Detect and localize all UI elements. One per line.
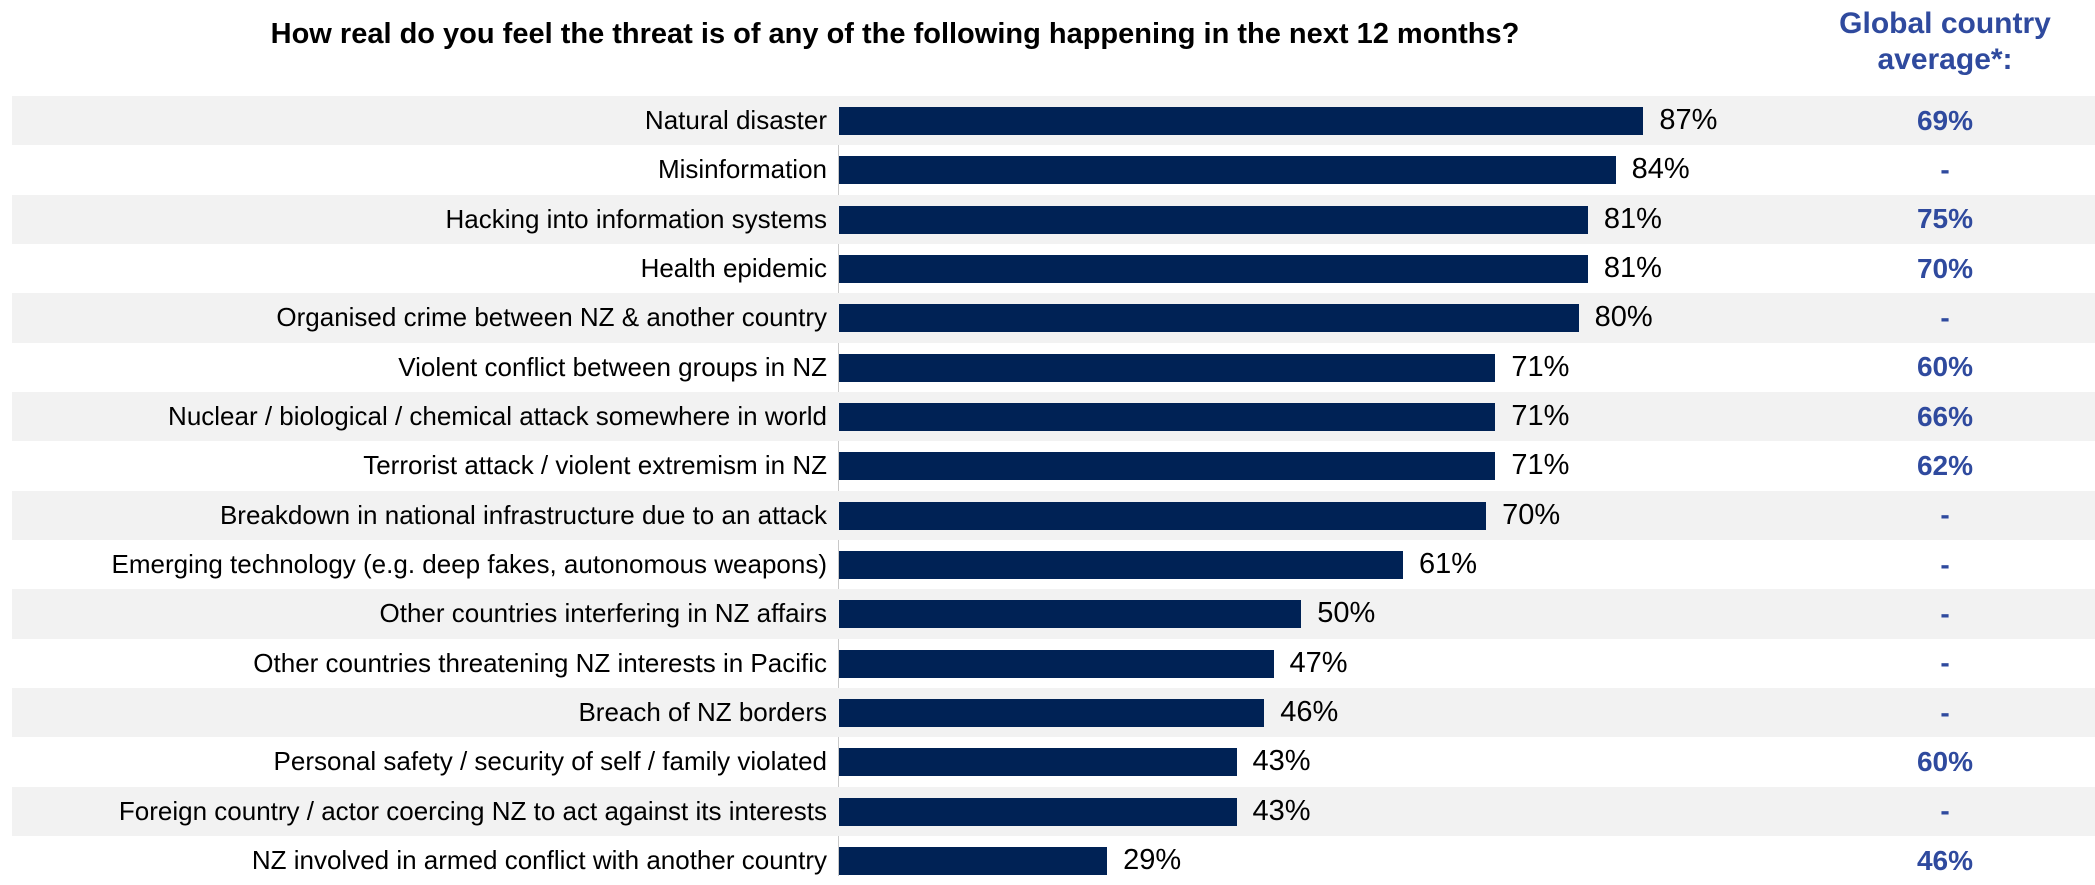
- bar: [839, 698, 1265, 727]
- bar-value-label: 81%: [1603, 252, 1662, 285]
- bar: [839, 254, 1588, 283]
- bar: [839, 748, 1237, 777]
- global-average-value: -: [1940, 647, 1950, 679]
- global-average-value: -: [1940, 153, 1950, 185]
- global-average-header-line-1: Global country: [1839, 7, 2051, 40]
- category-label: Breach of NZ borders: [578, 697, 827, 728]
- category-label: Breakdown in national infrastructure due…: [219, 499, 827, 530]
- category-label: Other countries interfering in NZ affair…: [379, 598, 827, 629]
- global-average-value: 70%: [1916, 252, 1974, 284]
- bar: [839, 107, 1644, 135]
- category-label: Emerging technology (e.g. deep fakes, au…: [111, 549, 827, 580]
- category-label: Misinformation: [657, 154, 827, 185]
- bar-row: NZ involved in armed conflict with anoth…: [12, 836, 2095, 885]
- category-label: Natural disaster: [644, 105, 827, 136]
- category-label: Terrorist attack / violent extremism in …: [363, 450, 827, 481]
- bar-row: Nuclear / biological / chemical attack s…: [12, 391, 2095, 442]
- bar-value-label: 71%: [1511, 449, 1570, 482]
- bar-value-label: 70%: [1502, 498, 1561, 531]
- bar: [839, 600, 1302, 629]
- bar-value-label: 80%: [1594, 301, 1653, 334]
- chart-title: How real do you feel the threat is of an…: [270, 18, 1520, 50]
- global-average-value: 62%: [1916, 449, 1974, 481]
- global-average-value: 66%: [1916, 400, 1974, 432]
- global-average-value: 75%: [1916, 203, 1974, 235]
- bar-row: Personal safety / security of self / fam…: [12, 737, 2095, 786]
- global-average-value: -: [1940, 696, 1950, 728]
- bar: [839, 353, 1496, 382]
- bar-value-label: 29%: [1123, 844, 1182, 877]
- bar-value-label: 87%: [1659, 104, 1718, 137]
- bar: [839, 797, 1237, 826]
- global-average-value: -: [1940, 597, 1950, 629]
- global-average-value: 60%: [1916, 351, 1974, 383]
- bar-value-label: 43%: [1252, 745, 1311, 778]
- bar-value-label: 84%: [1631, 153, 1690, 186]
- bar: [839, 205, 1588, 234]
- category-label: Personal safety / security of self / fam…: [273, 746, 827, 777]
- global-average-header-line-2: average*:: [1877, 43, 2013, 76]
- bar: [839, 304, 1579, 333]
- category-label: Health epidemic: [640, 253, 827, 284]
- bar-row: Misinformation 84% -: [12, 145, 2095, 194]
- bar-value-label: 46%: [1280, 696, 1339, 729]
- global-average-value: 60%: [1916, 745, 1974, 777]
- bar-row: Organised crime between NZ & another cou…: [12, 293, 2095, 343]
- global-average-value: -: [1940, 499, 1950, 531]
- bar-row: Hacking into information systems 81% 75%: [12, 194, 2095, 244]
- bar-row: Other countries threatening NZ interests…: [12, 639, 2095, 688]
- bar-value-label: 43%: [1252, 794, 1311, 827]
- category-label: Violent conflict between groups in NZ: [398, 351, 827, 382]
- category-label: Foreign country / actor coercing NZ to a…: [118, 795, 827, 826]
- global-average-value: -: [1940, 548, 1950, 580]
- bar-row: Health epidemic 81% 70%: [12, 244, 2095, 293]
- global-average-header: Global country average*:: [1800, 6, 2090, 78]
- category-label: NZ involved in armed conflict with anoth…: [251, 845, 827, 876]
- bar: [839, 846, 1108, 875]
- category-label: Organised crime between NZ & another cou…: [276, 302, 827, 333]
- bar: [839, 402, 1496, 431]
- global-average-value: 46%: [1916, 844, 1974, 876]
- bar-row: Other countries interfering in NZ affair…: [12, 589, 2095, 639]
- bar-row: Violent conflict between groups in NZ 71%…: [12, 343, 2095, 392]
- category-label: Other countries threatening NZ interests…: [253, 647, 827, 678]
- bar: [839, 550, 1403, 579]
- bar-row: Breakdown in national infrastructure due…: [12, 490, 2095, 540]
- bar: [839, 649, 1274, 678]
- global-average-value: -: [1940, 301, 1950, 333]
- bar-row: Foreign country / actor coercing NZ to a…: [12, 786, 2095, 836]
- bar-value-label: 71%: [1511, 350, 1570, 383]
- bar: [839, 156, 1616, 185]
- global-average-value: -: [1940, 795, 1950, 827]
- bar-value-label: 61%: [1418, 548, 1477, 581]
- global-average-value: 69%: [1916, 104, 1974, 136]
- bar-value-label: 71%: [1511, 400, 1570, 433]
- bar: [839, 501, 1487, 530]
- bar-value-label: 47%: [1289, 646, 1348, 679]
- bar-row: Natural disaster 87% 69%: [12, 96, 2095, 146]
- category-label: Hacking into information systems: [445, 203, 827, 234]
- category-label: Nuclear / biological / chemical attack s…: [168, 401, 827, 432]
- bar: [839, 452, 1496, 481]
- category-axis-line: [838, 96, 839, 876]
- bar-value-label: 81%: [1603, 202, 1662, 235]
- bar-value-label: 50%: [1317, 597, 1376, 630]
- bar-row: Breach of NZ borders 46% -: [12, 687, 2095, 738]
- bar-row: Emerging technology (e.g. deep fakes, au…: [12, 540, 2095, 589]
- bar-row: Terrorist attack / violent extremism in …: [12, 441, 2095, 490]
- chart-rows: Natural disaster 87% 69% Misinformation 84% -…: [12, 96, 2095, 885]
